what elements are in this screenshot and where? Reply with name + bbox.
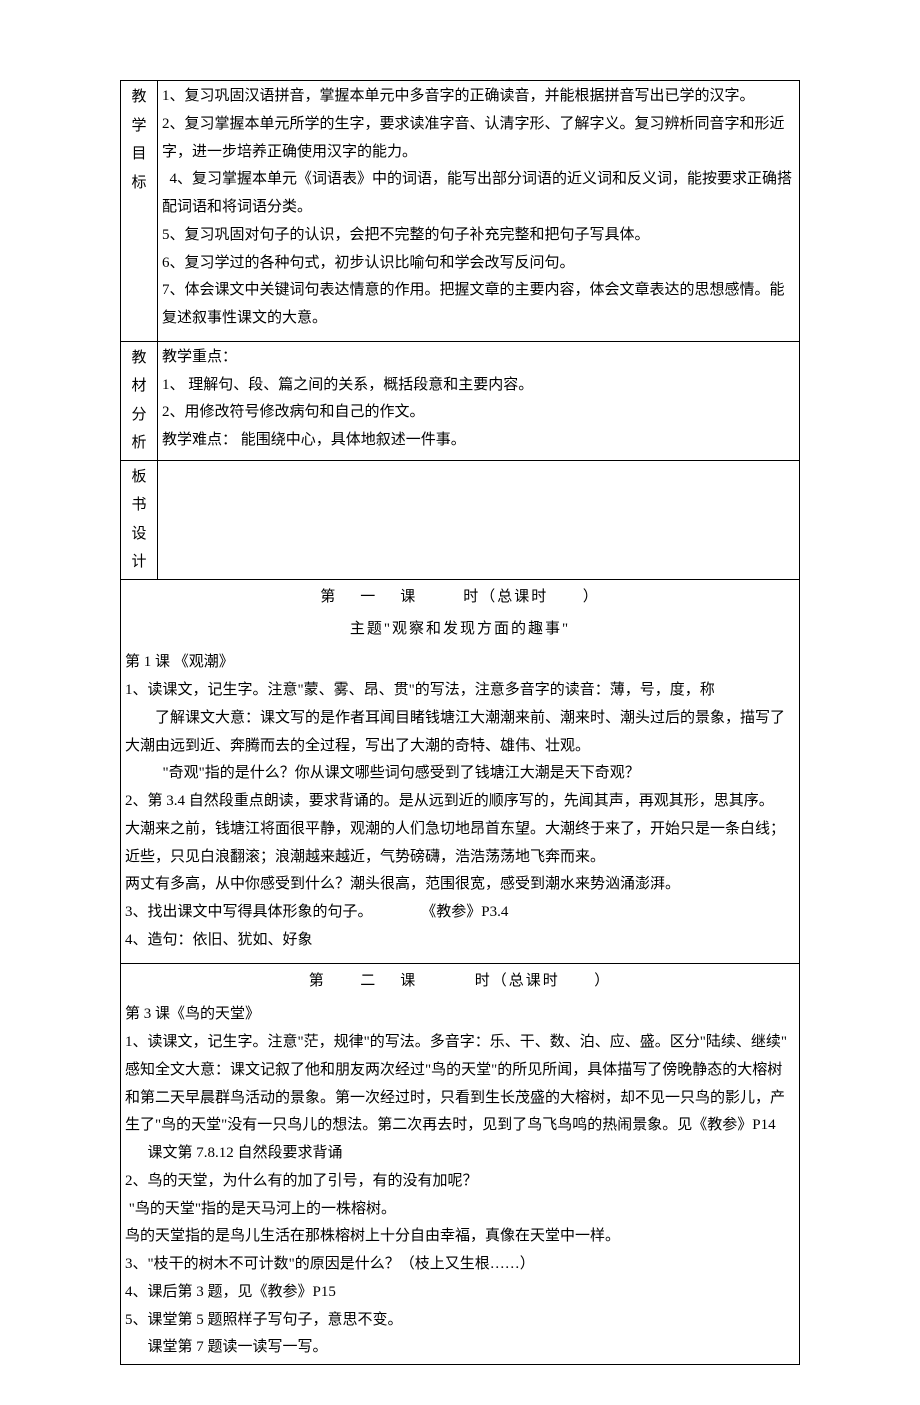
session2-line: 课文第 7.8.12 自然段要求背诵 <box>125 1140 795 1168</box>
page: 教 学 目 标 1、复习巩固汉语拼音，掌握本单元中多音字的正确读音，并能根据拼音… <box>0 0 920 1405</box>
session2-body-cell: 第 3 课《鸟的天堂》 1、读课文，记生字。注意"茫，规律"的写法。多音字：乐、… <box>121 999 800 1364</box>
session1-line: 两丈有多高，从中你感受到什么？潮头很高，范围很宽，感受到潮水来势汹涌澎湃。 <box>125 871 795 899</box>
row-objectives: 教 学 目 标 1、复习巩固汉语拼音，掌握本单元中多音字的正确读音，并能根据拼音… <box>121 81 800 342</box>
session1-line: "奇观"指的是什么？你从课文哪些词句感受到了钱塘江大潮是天下奇观？ <box>125 760 795 788</box>
session1-header: 第 一 课 时（总课时 ） <box>125 582 795 614</box>
analysis-line: 2、用修改符号修改病句和自己的作文。 <box>162 399 795 427</box>
session2-line: 1、读课文，记生字。注意"茫，规律"的写法。多音字：乐、干、数、泊、应、盛。区分… <box>125 1029 795 1140</box>
label-char: 标 <box>125 169 153 198</box>
content-analysis: 教学重点： 1、 理解句、段、篇之间的关系，概括段意和主要内容。 2、用修改符号… <box>158 341 800 460</box>
analysis-line: 教学难点： 能围绕中心，具体地叙述一件事。 <box>162 427 795 455</box>
session1-line: 了解课文大意：课文写的是作者耳闻目睹钱塘江大潮潮来前、潮来时、潮头过后的景象，描… <box>125 705 795 761</box>
label-char: 教 <box>125 344 153 373</box>
session2-line: 5、课堂第 5 题照样子写句子，意思不变。 <box>125 1307 795 1335</box>
label-board: 板 书 设 计 <box>121 460 158 579</box>
objective-item: 2、复习掌握本单元所学的生字，要求读准字音、认清字形、了解字义。复习辨析同音字和… <box>162 111 795 167</box>
label-objectives: 教 学 目 标 <box>121 81 158 342</box>
label-char: 分 <box>125 401 153 430</box>
row-session1-body: 第 1 课 《观潮》 1、读课文，记生字。注意"蒙、雾、昂、贯"的写法，注意多音… <box>121 647 800 963</box>
row-session2-header: 第 二 课 时（总课时 ） <box>121 963 800 999</box>
session2-line: "鸟的天堂"指的是天马河上的一株榕树。 <box>125 1196 795 1224</box>
objective-item: 1、复习巩固汉语拼音，掌握本单元中多音字的正确读音，并能根据拼音写出已学的汉字。 <box>162 83 795 111</box>
label-char: 教 <box>125 83 153 112</box>
session1-subtitle: 主题"观察和发现方面的趣事" <box>125 614 795 646</box>
row-board: 板 书 设 计 <box>121 460 800 579</box>
label-analysis: 教 材 分 析 <box>121 341 158 460</box>
session2-line: 课堂第 7 题读一读写一写。 <box>125 1334 795 1362</box>
label-char: 材 <box>125 372 153 401</box>
session1-line: 大潮来之前，钱塘江将面很平静，观潮的人们急切地昂首东望。大潮终于来了，开始只是一… <box>125 816 795 872</box>
session1-header-cell: 第 一 课 时（总课时 ） 主题"观察和发现方面的趣事" <box>121 579 800 647</box>
analysis-line: 教学重点： <box>162 344 795 372</box>
session2-header-cell: 第 二 课 时（总课时 ） <box>121 963 800 999</box>
row-analysis: 教 材 分 析 教学重点： 1、 理解句、段、篇之间的关系，概括段意和主要内容。… <box>121 341 800 460</box>
lesson-plan-table: 教 学 目 标 1、复习巩固汉语拼音，掌握本单元中多音字的正确读音，并能根据拼音… <box>120 80 800 1365</box>
session2-line: 鸟的天堂指的是鸟儿生活在那株榕树上十分自由幸福，真像在天堂中一样。 <box>125 1223 795 1251</box>
session1-lesson-title: 第 1 课 《观潮》 <box>125 649 795 677</box>
label-char: 析 <box>125 429 153 458</box>
row-session1-header: 第 一 课 时（总课时 ） 主题"观察和发现方面的趣事" <box>121 579 800 647</box>
row-session2-body: 第 3 课《鸟的天堂》 1、读课文，记生字。注意"茫，规律"的写法。多音字：乐、… <box>121 999 800 1364</box>
label-char: 计 <box>125 548 153 577</box>
objective-item: 6、复习学过的各种句式，初步认识比喻句和学会改写反问句。 <box>162 250 795 278</box>
session1-line: 1、读课文，记生字。注意"蒙、雾、昂、贯"的写法，注意多音字的读音：薄，号，度，… <box>125 677 795 705</box>
session2-header: 第 二 课 时（总课时 ） <box>125 966 795 998</box>
content-objectives: 1、复习巩固汉语拼音，掌握本单元中多音字的正确读音，并能根据拼音写出已学的汉字。… <box>158 81 800 342</box>
label-char: 板 <box>125 463 153 492</box>
session2-lesson-title: 第 3 课《鸟的天堂》 <box>125 1001 795 1029</box>
label-char: 学 <box>125 112 153 141</box>
label-char: 书 <box>125 491 153 520</box>
session1-body-cell: 第 1 课 《观潮》 1、读课文，记生字。注意"蒙、雾、昂、贯"的写法，注意多音… <box>121 647 800 963</box>
session2-line: 3、"枝干的树木不可计数"的原因是什么？（枝上又生根……） <box>125 1251 795 1279</box>
label-char: 设 <box>125 520 153 549</box>
session1-line: 4、造句：依旧、犹如、好象 <box>125 927 795 955</box>
objective-item: 4、复习掌握本单元《词语表》中的词语，能写出部分词语的近义词和反义词，能按要求正… <box>162 166 795 222</box>
objective-item: 5、复习巩固对句子的认识，会把不完整的句子补充完整和把句子写具体。 <box>162 222 795 250</box>
session2-line: 2、鸟的天堂，为什么有的加了引号，有的没有加呢？ <box>125 1168 795 1196</box>
session1-line: 3、找出课文中写得具体形象的句子。 《教参》P3.4 <box>125 899 795 927</box>
objective-item: 7、体会课文中关键词句表达情意的作用。把握文章的主要内容，体会文章表达的思想感情… <box>162 277 795 333</box>
analysis-line: 1、 理解句、段、篇之间的关系，概括段意和主要内容。 <box>162 372 795 400</box>
session1-line: 2、第 3.4 自然段重点朗读，要求背诵的。是从远到近的顺序写的，先闻其声，再观… <box>125 788 795 816</box>
label-char: 目 <box>125 140 153 169</box>
session2-line: 4、课后第 3 题，见《教参》P15 <box>125 1279 795 1307</box>
content-board <box>158 460 800 579</box>
